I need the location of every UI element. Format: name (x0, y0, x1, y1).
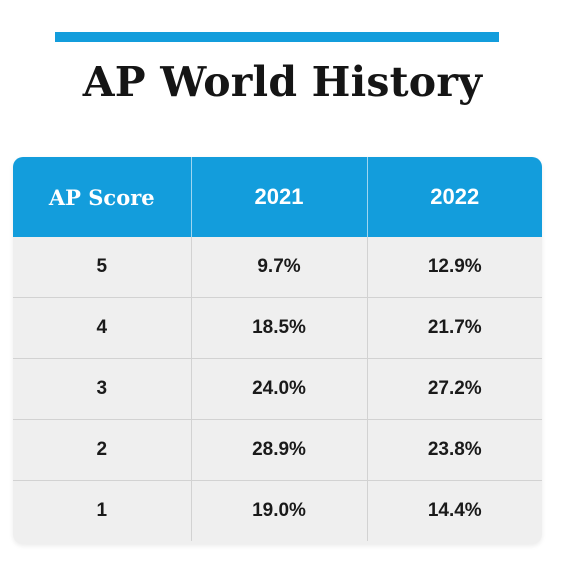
percent-2022-cell: 21.7% (366, 297, 542, 359)
table-body: 5 9.7% 12.9% 4 18.5% 21.7% 3 24.0% 27.2%… (13, 237, 542, 541)
title-accent-bar (55, 32, 499, 42)
score-cell: 5 (96, 256, 108, 277)
percent-2022-cell: 27.2% (366, 358, 542, 420)
header-row: AP Score 2021 2022 (13, 157, 542, 237)
header-2021: 2021 (190, 157, 367, 237)
percent-2022-cell: 14.4% (366, 480, 542, 541)
table-row: 2 28.9% 23.8% (13, 419, 542, 481)
score-cell: 3 (13, 358, 191, 420)
percent-2021-cell: 19.0% (190, 480, 367, 541)
table-header: AP Score 2021 2022 (13, 157, 542, 237)
percent-2022-cell: 12.9% (366, 237, 542, 298)
percent-2021-cell: 24.0% (190, 358, 367, 420)
table-row: 4 18.5% 21.7% (13, 297, 542, 359)
header-2022: 2022 (366, 157, 542, 237)
score-cell: 1 (13, 480, 191, 541)
percent-2021-cell: 28.9% (190, 419, 367, 481)
table-row: 1 19.0% 14.4% (13, 480, 542, 541)
score-cell: 2 (13, 419, 191, 481)
percent-2021-cell: 9.7% (190, 237, 367, 298)
scores-table-card: AP Score 2021 2022 5 9.7% 12.9% 4 18.5% … (13, 157, 542, 544)
header-ap-score: AP Score (13, 157, 191, 237)
percent-2022-cell: 23.8% (366, 419, 542, 481)
page-title: AP World History (82, 58, 483, 106)
table-row: 5 9.7% 12.9% (13, 237, 542, 298)
table-row: 3 24.0% 27.2% (13, 358, 542, 420)
percent-2021-cell: 18.5% (190, 297, 367, 359)
score-cell: 4 (13, 297, 191, 359)
scores-table: AP Score 2021 2022 5 9.7% 12.9% 4 18.5% … (13, 157, 542, 541)
